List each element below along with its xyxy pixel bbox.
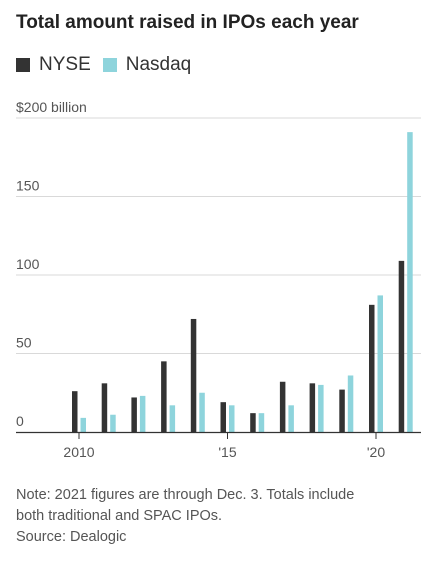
bar-nasdaq-2012 <box>139 395 146 432</box>
chart-notes: Note: 2021 figures are through Dec. 3. T… <box>16 485 426 548</box>
bar-nyse-2020 <box>369 304 375 432</box>
bar-nasdaq-2013 <box>169 405 176 432</box>
legend-swatch-nyse <box>16 58 30 72</box>
bar-nasdaq-2011 <box>110 414 116 432</box>
y-tick-label-200: $200 billion <box>16 99 87 115</box>
bar-nyse-2014 <box>190 318 197 432</box>
bar-nasdaq-2017 <box>288 405 294 432</box>
x-tick-label-2010: 2010 <box>63 444 94 460</box>
bar-nasdaq-2019 <box>347 375 354 432</box>
bar-nyse-2015 <box>220 402 226 432</box>
legend-item-nyse: NYSE <box>16 54 91 76</box>
bar-nasdaq-2010 <box>80 417 86 432</box>
chart-title: Total amount raised in IPOs each year <box>16 12 359 33</box>
bar-nasdaq-2014 <box>199 392 205 432</box>
bar-nyse-2018 <box>309 383 316 432</box>
legend-item-nasdaq: Nasdaq <box>102 54 192 76</box>
legend: NYSE Nasdaq <box>16 54 203 76</box>
legend-label-nasdaq: Nasdaq <box>125 54 192 75</box>
bar-nasdaq-2018 <box>318 384 324 432</box>
bar-nyse-2017 <box>279 381 286 432</box>
y-tick-label-50: 50 <box>16 335 32 351</box>
bar-nyse-2019 <box>339 389 345 432</box>
bar-nasdaq-2021 <box>407 132 413 432</box>
source-line: Source: Dealogic <box>16 529 127 545</box>
x-tick-label-2015: '15 <box>218 444 236 460</box>
y-tick-label-0: 0 <box>16 413 24 429</box>
y-tick-label-150: 150 <box>16 178 40 194</box>
note-line-2: both traditional and SPAC IPOs. <box>16 508 223 524</box>
note-line-1: Note: 2021 figures are through Dec. 3. T… <box>16 487 355 503</box>
bar-nasdaq-2015 <box>229 405 235 432</box>
bar-nyse-2013 <box>161 361 167 432</box>
legend-label-nyse: NYSE <box>39 54 91 75</box>
x-tick-label-2020: '20 <box>367 444 385 460</box>
chart-plot: $200 billion 150 100 50 0 2010 '15 '20 <box>16 99 421 460</box>
bar-nasdaq-2020 <box>377 295 383 432</box>
bar-nyse-2011 <box>101 383 108 432</box>
bar-nasdaq-2016 <box>258 413 265 432</box>
bar-nyse-2012 <box>131 397 137 432</box>
bar-nyse-2016 <box>250 413 256 432</box>
bar-nyse-2010 <box>72 391 78 432</box>
bar-nyse-2021 <box>398 260 405 432</box>
y-tick-label-100: 100 <box>16 256 40 272</box>
legend-swatch-nasdaq <box>102 58 117 72</box>
